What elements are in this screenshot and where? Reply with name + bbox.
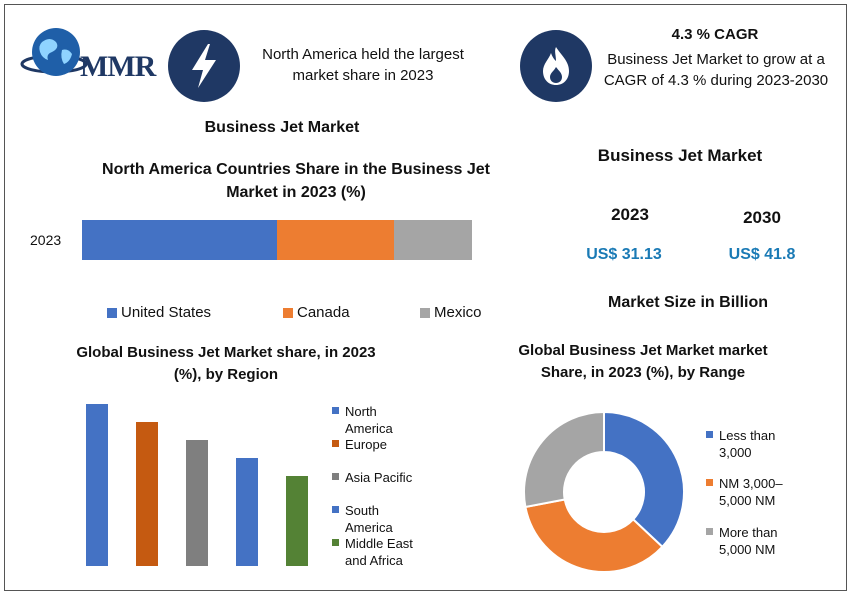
donut-slice-3: [523, 410, 605, 509]
chart1-category-label: 2023: [30, 232, 62, 248]
stacked-bar-chart: [82, 220, 472, 260]
legend-swatch: [332, 407, 339, 414]
stacked-segment-mexico: [394, 220, 472, 260]
legend-swatch: [706, 528, 713, 535]
legend-label: NM 3,000–5,000 NM: [719, 476, 783, 508]
region-bar-middle-east-and-africa: [286, 476, 308, 566]
stacked-segment-canada: [277, 220, 394, 260]
donut-slice-1: [603, 410, 685, 549]
legend-label: North America: [345, 404, 393, 436]
logo-text: MMR: [80, 50, 156, 83]
legend-europe: Europe: [332, 436, 422, 454]
legend-3000-5000: NM 3,000–5,000 NM: [706, 475, 816, 509]
region-bar-asia-pacific: [186, 440, 208, 566]
chart1-subtitle: North America Countries Share in the Bus…: [102, 161, 490, 201]
legend-swatch: [332, 539, 339, 546]
legend-swatch-blue: [107, 308, 117, 319]
legend-swatch: [706, 479, 713, 486]
legend-swatch: [332, 506, 339, 513]
range-donut-chart: [523, 410, 685, 573]
region-bar-north-america: [86, 404, 108, 566]
chart3-title: Global Business Jet Market market Share,…: [518, 342, 768, 381]
legend-swatch-orange: [283, 308, 293, 319]
legend-more-than-5000: More than 5,000 NM: [706, 524, 816, 558]
legend-label: United States: [121, 304, 212, 321]
cagr-title: 4.3 % CAGR: [671, 26, 759, 43]
legend-swatch: [332, 473, 339, 480]
legend-swatch: [706, 431, 713, 438]
legend-north-america: North America: [332, 403, 422, 437]
flame-icon: [520, 30, 592, 102]
legend-asia-pacific: Asia Pacific: [332, 469, 422, 487]
globe-icon: [20, 28, 88, 76]
cagr-text: Business Jet Market to grow at a CAGR of…: [603, 51, 829, 89]
chart2-title: Global Business Jet Market share, in 202…: [76, 344, 376, 383]
lightning-icon: [168, 30, 240, 102]
stacked-segment-united-states: [82, 220, 277, 260]
legend-less-than-3000: Less than 3,000: [706, 427, 816, 461]
donut-slice-2: [524, 498, 664, 573]
legend-label: Less than 3,000: [719, 428, 776, 460]
legend-label: South America: [345, 503, 393, 535]
legend-label: Canada: [297, 304, 350, 321]
market-box-title: Business Jet Market: [597, 146, 763, 165]
region-bar-chart: [86, 404, 308, 566]
year-2023: 2023: [611, 205, 649, 224]
legend-label: Mexico: [434, 304, 482, 321]
legend-label: Europe: [345, 437, 387, 452]
legend-swatch: [332, 440, 339, 447]
value-2023: US$ 31.13: [586, 246, 662, 263]
chart1-title: Business Jet Market: [204, 119, 360, 136]
year-2030: 2030: [743, 208, 781, 227]
legend-label: Middle East and Africa: [345, 536, 413, 568]
na-share-text: North America held the largest market sh…: [262, 46, 464, 84]
value-2030: US$ 41.8: [728, 246, 796, 263]
legend-south-america: South America: [332, 502, 422, 536]
mmr-logo: MMR: [14, 20, 164, 86]
legend-mexico: Mexico: [420, 304, 482, 321]
legend-label: More than 5,000 NM: [719, 525, 778, 557]
legend-label: Asia Pacific: [345, 470, 413, 485]
legend-middle-east-africa: Middle East and Africa: [332, 535, 422, 569]
region-bar-south-america: [236, 458, 258, 566]
infographic-frame: [4, 4, 847, 591]
legend-swatch-gray: [420, 308, 430, 319]
legend-canada: Canada: [283, 304, 350, 321]
legend-united-states: United States: [107, 304, 211, 321]
region-bar-europe: [136, 422, 158, 566]
market-size-label: Market Size in Billion: [607, 294, 769, 311]
